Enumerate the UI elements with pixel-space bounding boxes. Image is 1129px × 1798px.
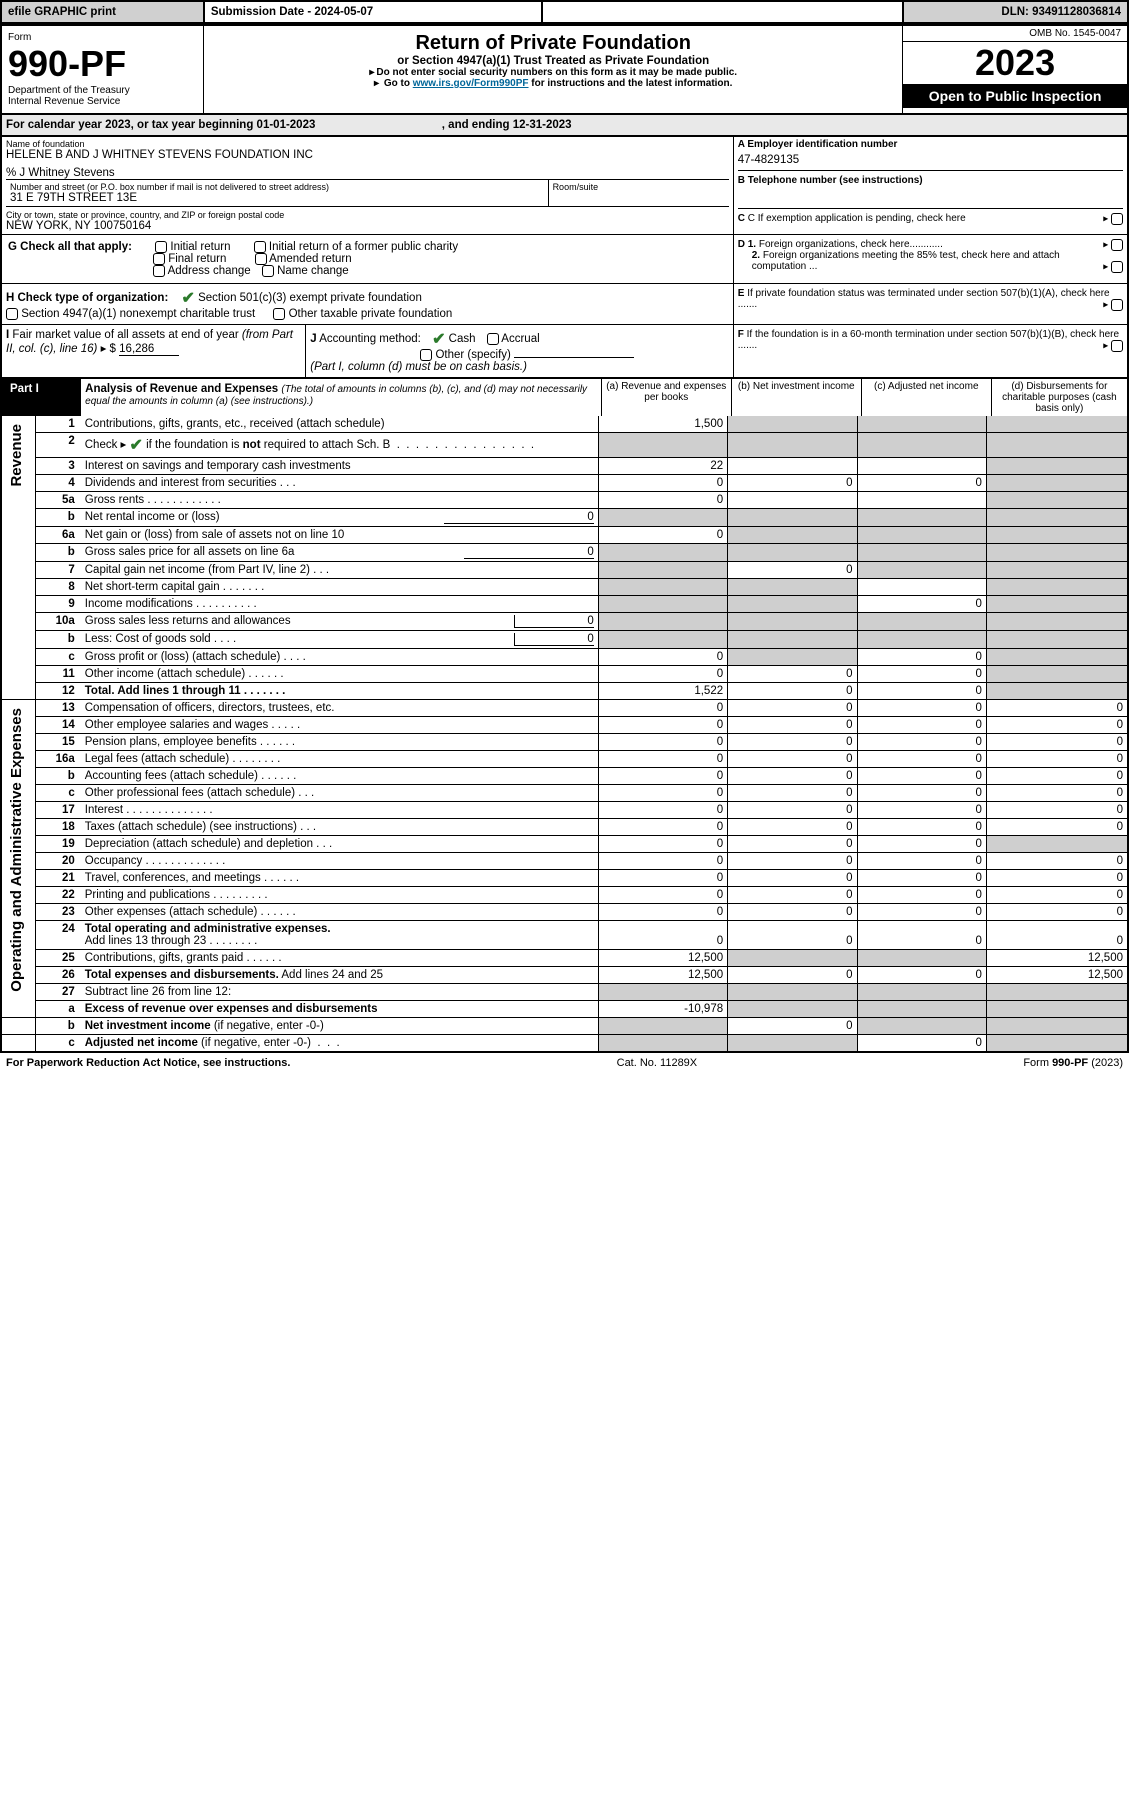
h-label: H Check type of organization: [6, 292, 168, 304]
efile-graphic-label[interactable]: efile GRAPHIC print [1, 1, 204, 23]
col-c-hdr: (c) Adjusted net income [861, 379, 991, 416]
form-number: 990-PF [8, 43, 197, 85]
ein-label: A Employer identification number [738, 139, 1123, 150]
foundation-name: HELENE B AND J WHITNEY STEVENS FOUNDATIO… [6, 149, 729, 161]
street-address: 31 E 79TH STREET 13E [10, 192, 544, 204]
open-public-badge: Open to Public Inspection [903, 84, 1127, 108]
g-initial[interactable] [155, 241, 167, 253]
cat-number: Cat. No. 11289X [617, 1057, 698, 1069]
goto-arrow [374, 78, 381, 89]
goto-pre: Go to [384, 78, 413, 89]
j-accrual[interactable] [487, 333, 499, 345]
g-initial-former[interactable] [254, 241, 266, 253]
ein-value: 47-4829135 [738, 150, 1123, 170]
city-state-zip: NEW YORK, NY 100750164 [6, 220, 729, 232]
top-bar: efile GRAPHIC print Submission Date - 20… [0, 0, 1129, 24]
page-footer: For Paperwork Reduction Act Notice, see … [0, 1053, 1129, 1073]
form-container: Form 990-PF Department of the Treasury I… [0, 24, 1129, 1053]
c-checkbox[interactable] [1111, 213, 1123, 225]
note-ssn: Do not enter social security numbers on … [210, 67, 896, 78]
j-cash-checked[interactable]: ✔ [432, 329, 445, 349]
h-c-checkbox[interactable] [273, 308, 285, 320]
street-label: Number and street (or P.O. box number if… [10, 182, 544, 192]
expenses-side: Operating and Administrative Expenses [6, 702, 27, 998]
goto-post: for instructions and the latest informat… [531, 78, 732, 89]
g-address[interactable] [153, 265, 165, 277]
e-checkbox[interactable] [1111, 299, 1123, 311]
care-of: % J Whitney Stevens [6, 167, 729, 179]
dln-label: DLN: 93491128036814 [903, 1, 1128, 23]
line2-checked[interactable]: ✔ [130, 435, 143, 455]
form-subtitle: or Section 4947(a)(1) Trust Treated as P… [210, 55, 896, 67]
city-label: City or town, state or province, country… [6, 210, 729, 220]
j-other[interactable] [420, 349, 432, 361]
analysis-grid: Revenue 1Contributions, gifts, grants, e… [2, 416, 1127, 1051]
g-label: G Check all that apply: [8, 241, 132, 253]
d2-checkbox[interactable] [1111, 261, 1123, 273]
submission-date: Submission Date - 2024-05-07 [204, 1, 542, 23]
calendar-ending: , and ending 12-31-2023 [442, 119, 572, 131]
h-a-checked[interactable]: ✔ [182, 288, 195, 308]
g-name[interactable] [262, 265, 274, 277]
paperwork-notice: For Paperwork Reduction Act Notice, see … [6, 1057, 290, 1069]
g-final[interactable] [153, 253, 165, 265]
irs-label: Internal Revenue Service [8, 96, 197, 107]
tax-year: 2023 [903, 42, 1127, 84]
col-b-hdr: (b) Net investment income [731, 379, 861, 416]
dept-label: Department of the Treasury [8, 85, 197, 96]
h-b-checkbox[interactable] [6, 308, 18, 320]
form-title: Return of Private Foundation [210, 32, 896, 55]
col-a-hdr: (a) Revenue and expenses per books [601, 379, 731, 416]
j-note: (Part I, column (d) must be on cash basi… [310, 361, 527, 373]
form-word: Form [8, 32, 197, 43]
room-label: Room/suite [553, 182, 725, 192]
calendar-year-text: For calendar year 2023, or tax year begi… [6, 119, 315, 131]
revenue-side: Revenue [6, 418, 27, 493]
f-checkbox[interactable] [1111, 340, 1123, 352]
omb-number: OMB No. 1545-0047 [903, 26, 1127, 42]
name-label: Name of foundation [6, 139, 729, 149]
c-label: C If exemption application is pending, c… [748, 213, 966, 224]
d1-checkbox[interactable] [1111, 239, 1123, 251]
part1-title: Analysis of Revenue and Expenses [85, 383, 278, 395]
col-d-hdr: (d) Disbursements for charitable purpose… [991, 379, 1127, 416]
form-ref: Form 990-PF (2023) [1023, 1057, 1123, 1069]
instructions-link[interactable]: www.irs.gov/Form990PF [413, 78, 529, 89]
g-amended[interactable] [255, 253, 267, 265]
part1-badge: Part I [2, 379, 81, 416]
d2-label: 2. Foreign organizations meeting the 85%… [738, 250, 1123, 272]
phone-label: B Telephone number (see instructions) [738, 170, 1123, 186]
spacer [542, 1, 903, 23]
fmv-value: 16,286 [119, 343, 179, 356]
